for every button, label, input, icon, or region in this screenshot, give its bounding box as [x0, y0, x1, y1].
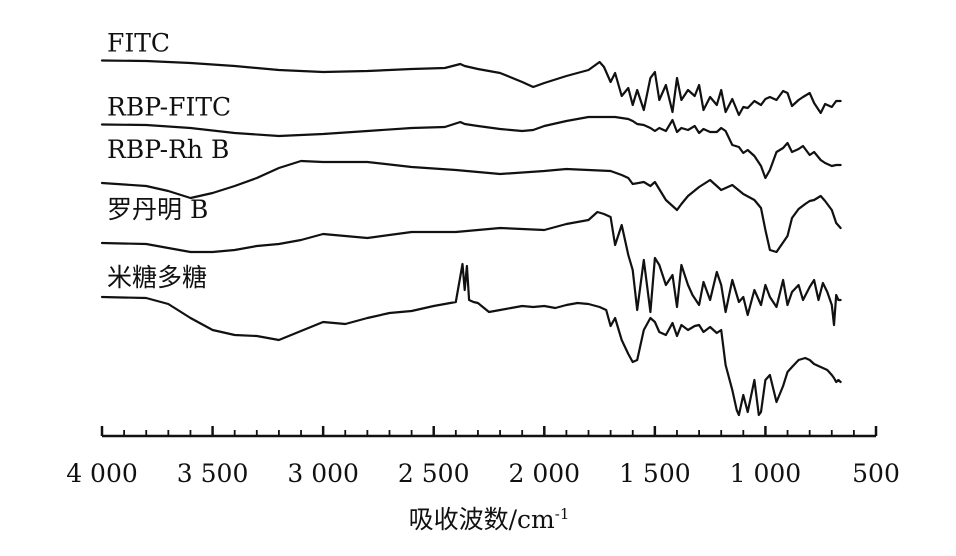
x-tick-label: 1 500 [619, 459, 691, 488]
x-tick-label: 2 500 [398, 459, 470, 488]
x-axis-title: 吸收波数/cm-1 [409, 505, 570, 534]
series-1-line [100, 115, 842, 180]
series-2-line [100, 159, 842, 254]
x-tick-label: 500 [852, 459, 900, 488]
x-tick-label: 2 000 [508, 459, 580, 488]
series-0-line [100, 59, 842, 117]
x-tick-label: 1 000 [730, 459, 802, 488]
series-labels: FITC RBP-FITC RBP-Rh B 罗丹明 B 米糖多糖 [107, 29, 231, 293]
series-2-label: RBP-Rh B [107, 135, 229, 164]
series-0-label: FITC [107, 29, 170, 58]
x-tick-label: 3 000 [287, 459, 359, 488]
x-tick-label: 4 000 [66, 459, 138, 488]
series-3-line [100, 210, 842, 327]
spectra-traces [100, 59, 842, 417]
x-tick-label: 3 500 [177, 459, 249, 488]
x-axis: 4 000 3 500 3 000 2 500 2 000 1 500 1 000 500 [66, 426, 900, 488]
series-3-label: 罗丹明 B [107, 195, 208, 224]
series-1-label: RBP-FITC [107, 93, 231, 122]
series-4-line [100, 262, 842, 417]
series-4-label: 米糖多糖 [107, 263, 207, 292]
